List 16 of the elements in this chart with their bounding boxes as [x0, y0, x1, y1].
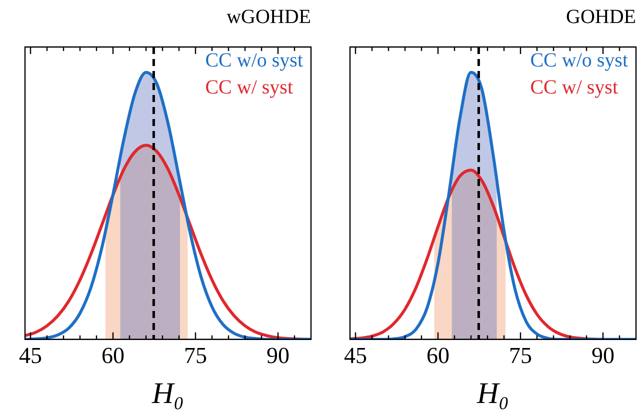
- x-tick-label: 90: [592, 343, 614, 368]
- x-axis-title: H₀: [476, 376, 510, 410]
- x-tick-label: 75: [184, 343, 207, 368]
- chart-title: GOHDE: [566, 6, 636, 29]
- chart-title: wGOHDE: [226, 6, 311, 29]
- x-tick-label: 60: [102, 343, 124, 368]
- x-tick-label: 60: [426, 343, 450, 368]
- x-axis-title: H₀: [150, 376, 184, 410]
- x-tick-label: 45: [344, 343, 367, 368]
- text: CC w/ syst: [530, 76, 618, 98]
- text: CC w/o syst: [530, 49, 628, 72]
- x-tick-label: 75: [509, 343, 532, 368]
- text: CC w/ syst: [205, 76, 294, 98]
- x-tick-label: 90: [266, 343, 290, 368]
- x-tick-label: 45: [19, 343, 42, 368]
- text: CC w/o syst: [205, 49, 304, 72]
